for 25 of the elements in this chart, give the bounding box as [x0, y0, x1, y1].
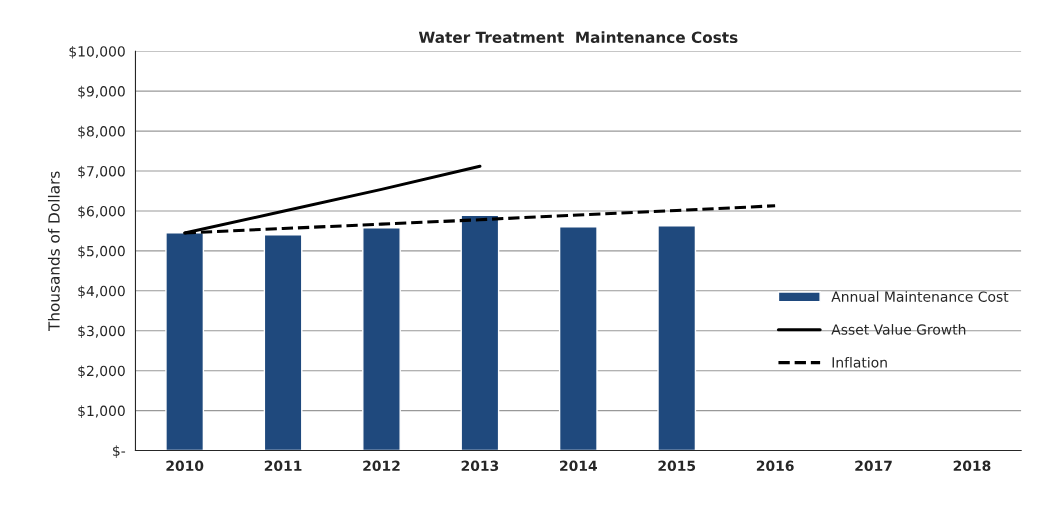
- x-tick-label: 2018: [953, 460, 991, 472]
- legend-label: Asset Value Growth: [831, 324, 966, 335]
- x-tick-label: 2011: [264, 460, 302, 472]
- y-tick-label: $1,000: [78, 405, 125, 418]
- y-tick-label: $8,000: [78, 125, 125, 139]
- y-tick-label: $2,000: [78, 365, 125, 379]
- x-tick-label: 2010: [166, 460, 204, 472]
- y-tick-label: $10,000: [69, 45, 125, 59]
- y-tick-label: $-: [113, 445, 126, 458]
- x-tick-label: 2014: [560, 460, 597, 472]
- y-tick-label: $4,000: [78, 285, 125, 299]
- legend-label: Inflation: [832, 356, 887, 368]
- x-tick-label: 2016: [756, 460, 794, 472]
- y-tick-label: $9,000: [78, 85, 125, 99]
- y-tick-label: $6,000: [78, 205, 125, 219]
- legend-label: Annual Maintenance Cost: [831, 291, 1009, 302]
- y-tick-label: $7,000: [78, 165, 125, 179]
- x-tick-label: 2015: [658, 460, 696, 472]
- y-tick-label: $3,000: [78, 325, 125, 339]
- x-tick-label: 2017: [855, 460, 892, 472]
- x-tick-label: 2013: [461, 460, 499, 472]
- x-tick-label: 2012: [363, 460, 400, 472]
- y-axis-title: Thousands of Dollars: [47, 171, 60, 332]
- chart-title: Water Treatment Maintenance Costs: [418, 31, 738, 44]
- y-tick-label: $5,000: [78, 245, 125, 259]
